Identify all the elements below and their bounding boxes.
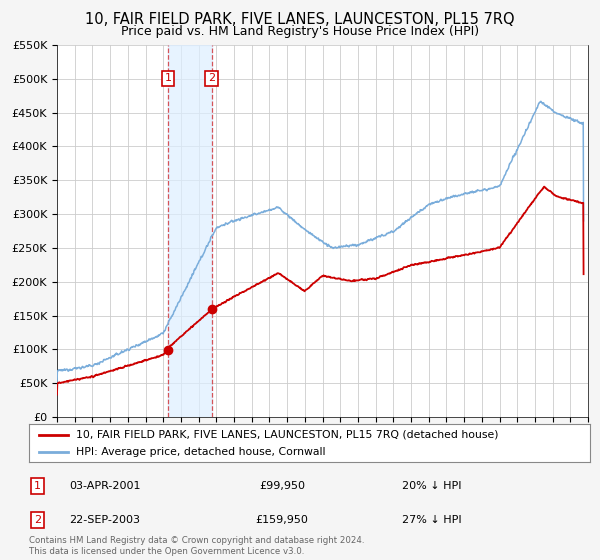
Text: 2: 2 <box>34 515 41 525</box>
Text: £159,950: £159,950 <box>256 515 308 525</box>
Text: This data is licensed under the Open Government Licence v3.0.: This data is licensed under the Open Gov… <box>29 547 304 556</box>
Text: £99,950: £99,950 <box>259 481 305 491</box>
Text: 1: 1 <box>164 73 172 83</box>
Text: 10, FAIR FIELD PARK, FIVE LANES, LAUNCESTON, PL15 7RQ (detached house): 10, FAIR FIELD PARK, FIVE LANES, LAUNCES… <box>76 430 499 440</box>
Text: 22-SEP-2003: 22-SEP-2003 <box>70 515 140 525</box>
Text: 03-APR-2001: 03-APR-2001 <box>69 481 141 491</box>
Text: Price paid vs. HM Land Registry's House Price Index (HPI): Price paid vs. HM Land Registry's House … <box>121 25 479 38</box>
Text: Contains HM Land Registry data © Crown copyright and database right 2024.: Contains HM Land Registry data © Crown c… <box>29 536 364 545</box>
Text: 20% ↓ HPI: 20% ↓ HPI <box>402 481 462 491</box>
Text: 27% ↓ HPI: 27% ↓ HPI <box>402 515 462 525</box>
Text: 1: 1 <box>34 481 41 491</box>
Text: 2: 2 <box>208 73 215 83</box>
Text: HPI: Average price, detached house, Cornwall: HPI: Average price, detached house, Corn… <box>76 447 326 458</box>
Bar <box>168 45 212 417</box>
Text: 10, FAIR FIELD PARK, FIVE LANES, LAUNCESTON, PL15 7RQ: 10, FAIR FIELD PARK, FIVE LANES, LAUNCES… <box>85 12 515 27</box>
